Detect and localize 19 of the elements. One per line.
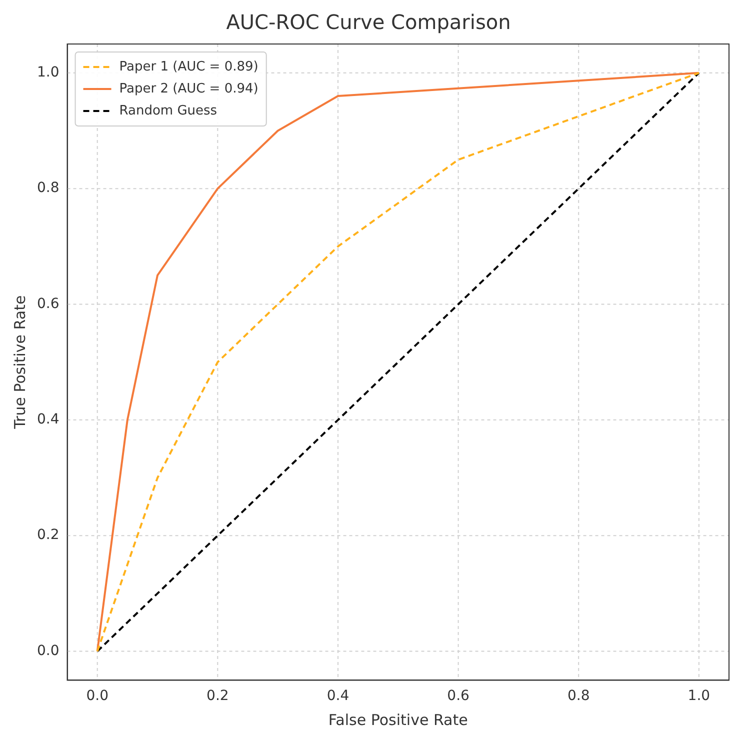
legend-label: Paper 2 (AUC = 0.94) xyxy=(119,81,258,96)
x-tick-label: 0.8 xyxy=(567,688,590,704)
y-axis-title: True Positive Rate xyxy=(10,295,29,430)
x-tick-label: 1.0 xyxy=(688,688,710,704)
y-tick-label: 0.4 xyxy=(37,412,60,428)
x-tick-label: 0.6 xyxy=(447,688,470,704)
x-axis-title: False Positive Rate xyxy=(328,710,468,729)
x-tick-label: 0.4 xyxy=(326,688,350,704)
y-tick-label: 0.0 xyxy=(37,642,60,659)
legend-label: Random Guess xyxy=(119,103,218,118)
y-tick-label: 0.2 xyxy=(37,527,60,544)
y-tick-label: 1.0 xyxy=(37,64,60,81)
x-tick-label: 0.2 xyxy=(206,688,229,704)
y-tick-label: 0.6 xyxy=(37,296,60,312)
x-tick-label: 0.0 xyxy=(86,688,108,704)
chart-title: AUC-ROC Curve Comparison xyxy=(226,10,511,34)
legend-label: Paper 1 (AUC = 0.89) xyxy=(119,59,258,74)
line-series xyxy=(96,72,700,652)
y-tick-label: 0.8 xyxy=(37,180,60,196)
